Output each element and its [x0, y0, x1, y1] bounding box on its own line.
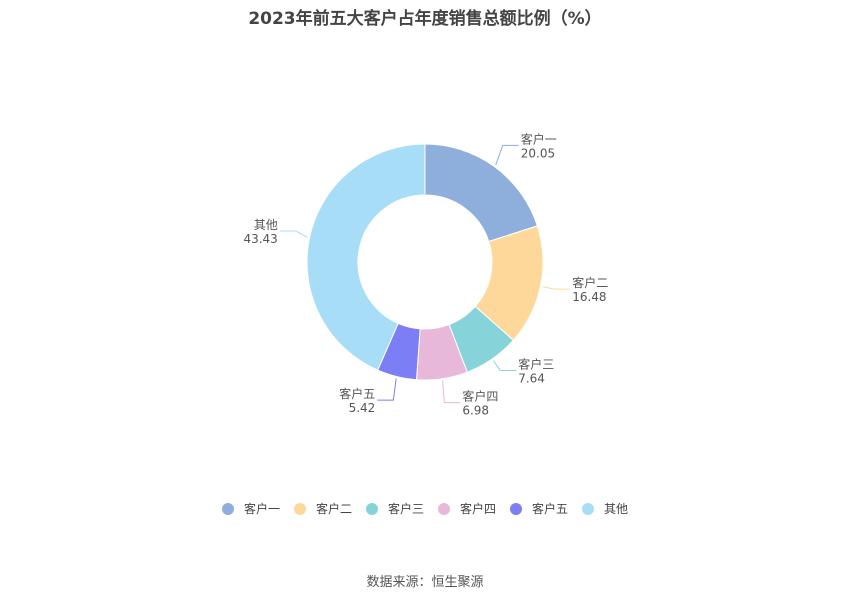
legend-marker-2	[293, 502, 306, 515]
leader-line-6	[279, 230, 308, 238]
legend-label-5: 客户五	[532, 502, 569, 516]
legend-item-3[interactable]: 客户三	[365, 500, 424, 517]
slice-label-value-2: 16.48	[572, 290, 606, 304]
slice-label-name-6: 其他	[254, 218, 278, 232]
leader-line-2	[542, 286, 571, 290]
leader-line-1	[495, 144, 519, 166]
legend-item-2[interactable]: 客户二	[293, 500, 352, 517]
legend-marker-3	[365, 502, 378, 515]
legend: 客户一 客户二 客户三 客户四 客户五 其他	[0, 500, 850, 517]
legend-label-3: 客户三	[387, 502, 424, 516]
legend-item-4[interactable]: 客户四	[438, 500, 496, 517]
legend-marker-6	[582, 502, 595, 515]
chart-title: 2023年前五大客户占年度销售总额比例（%）	[248, 9, 602, 29]
slice-label-value-4: 6.98	[462, 404, 489, 418]
slice-6[interactable]	[306, 143, 426, 371]
slice-label-value-3: 7.64	[518, 371, 545, 385]
legend-label-2: 客户二	[315, 502, 352, 516]
legend-label-1: 客户一	[243, 502, 280, 516]
legend-label-6: 其他	[604, 502, 629, 516]
slice-label-name-4: 客户四	[462, 389, 498, 404]
slice-label-name-5: 客户五	[339, 386, 375, 401]
slice-label-name-1: 客户一	[521, 131, 557, 146]
legend-marker-4	[438, 502, 450, 515]
legend-item-5[interactable]: 客户五	[510, 500, 568, 517]
slice-label-value-1: 20.05	[521, 146, 555, 160]
slice-label-value-5: 5.42	[349, 401, 376, 415]
source-note: 数据来源：恒生聚源	[366, 575, 484, 590]
legend-marker-5	[510, 502, 523, 515]
legend-marker-1	[221, 502, 234, 515]
slice-label-value-6: 43.43	[243, 232, 277, 246]
slice-label-name-3: 客户三	[518, 356, 554, 371]
legend-label-4: 客户四	[460, 502, 497, 516]
slice-label-name-2: 客户二	[572, 275, 608, 290]
legend-item-6[interactable]: 其他	[582, 500, 628, 517]
leader-line-4	[442, 380, 461, 404]
leader-line-5	[377, 378, 397, 401]
legend-item-1[interactable]: 客户一	[221, 500, 280, 517]
leader-line-3	[492, 360, 517, 371]
